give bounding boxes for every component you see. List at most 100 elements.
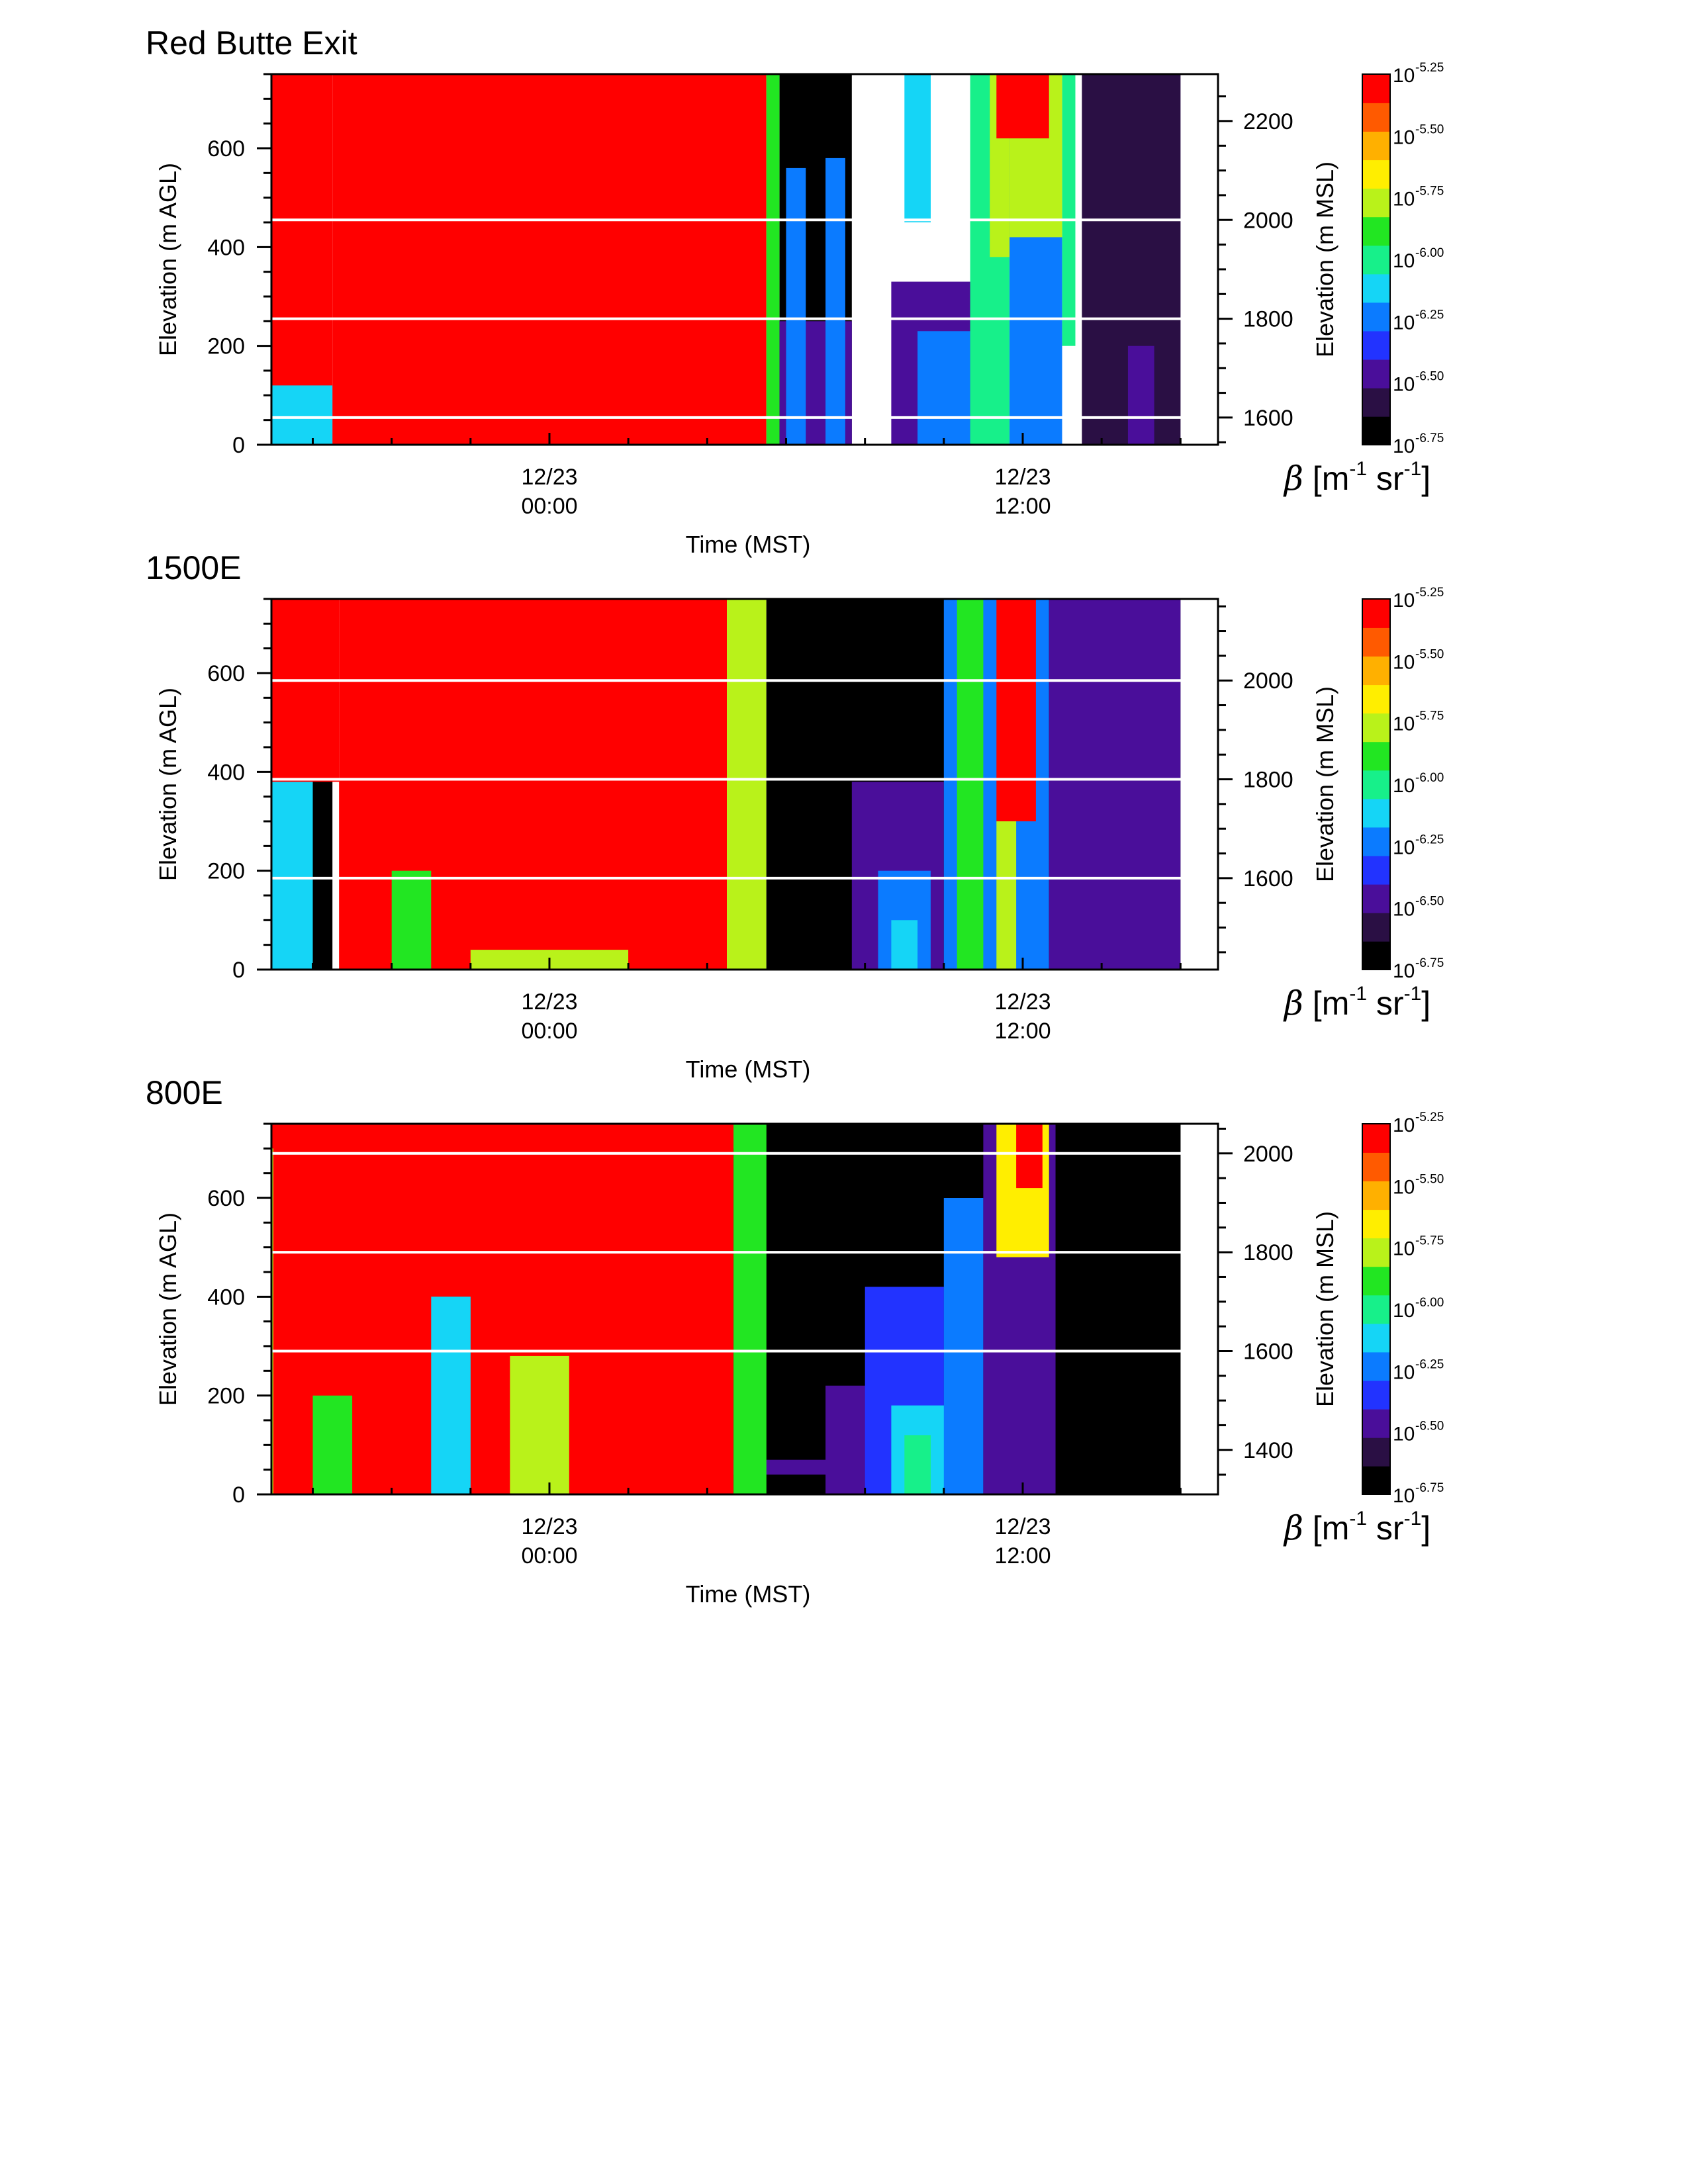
colorbar-tick-exponent: -6.75 bbox=[1415, 432, 1444, 445]
bottom-axis bbox=[312, 433, 1182, 445]
colorbar-swatch bbox=[1362, 627, 1390, 657]
unit-part: -1 bbox=[1404, 458, 1422, 480]
y2-tick-label: 1600 bbox=[1243, 866, 1293, 891]
y-tick-label: 0 bbox=[232, 1482, 245, 1508]
colorbar-swatch bbox=[1362, 1238, 1390, 1267]
x-tick-date: 12/23 bbox=[521, 989, 577, 1015]
colorbar-tick-exponent: -5.75 bbox=[1415, 185, 1444, 199]
bottom-axis bbox=[312, 1482, 1182, 1494]
colorbar-tick-exponent: -5.75 bbox=[1415, 709, 1444, 723]
colorbar-tick-label: 10 bbox=[1393, 1238, 1415, 1260]
colorbar-swatch bbox=[1362, 713, 1390, 743]
colorbar-tick-exponent: -6.25 bbox=[1415, 1357, 1444, 1371]
heatmap-cell bbox=[271, 385, 333, 445]
x-axis-label: Time (MST) bbox=[686, 531, 811, 558]
right-axis: 1400 1600 1800 2000 bbox=[1218, 1127, 1293, 1476]
y-tick-label: 600 bbox=[207, 1186, 245, 1211]
unit-part: -1 bbox=[1349, 1508, 1367, 1529]
panel-1500e: 1500E 0 200 400 600 1600 1800 2000 Elevation … bbox=[0, 549, 1444, 1083]
colorbar-swatch bbox=[1362, 855, 1390, 885]
colorbar-tick-label: 10 bbox=[1393, 899, 1415, 921]
colorbar-frame bbox=[1362, 598, 1391, 970]
x-axis-label: Time (MST) bbox=[686, 1056, 811, 1083]
colorbar-swatch bbox=[1362, 599, 1390, 628]
heatmap-cell bbox=[391, 870, 432, 970]
heatmap-cell bbox=[996, 821, 1017, 970]
heatmap-cell bbox=[36, 415, 234, 445]
unit-part: ] bbox=[1421, 985, 1430, 1022]
colorbar-swatch bbox=[1362, 1181, 1390, 1210]
y2-axis-label: Elevation (m MSL) bbox=[1311, 161, 1338, 357]
y-tick-label: 200 bbox=[207, 859, 245, 884]
y2-tick-label: 1600 bbox=[1243, 1339, 1293, 1364]
colorbar-tick-exponent: -5.50 bbox=[1415, 122, 1444, 136]
heatmap-cell bbox=[904, 74, 931, 222]
colorbar-swatch bbox=[1362, 74, 1390, 103]
colorbar-tick-exponent: -6.25 bbox=[1415, 308, 1444, 322]
heatmap-cell bbox=[1049, 599, 1181, 970]
heatmap-cell bbox=[271, 599, 340, 782]
colorbar-tick-label: 10 bbox=[1393, 1361, 1415, 1383]
x-tick-date: 12/23 bbox=[994, 989, 1051, 1015]
heatmap-cell bbox=[116, 74, 129, 445]
colorbar-swatch bbox=[1362, 940, 1390, 970]
heatmap-cell bbox=[727, 599, 767, 970]
heatmap-cell bbox=[733, 1124, 767, 1494]
colorbar-tick-label: 10 bbox=[1393, 65, 1415, 87]
panel-title: Red Butte Exit bbox=[146, 24, 357, 62]
beta-symbol: β bbox=[1283, 459, 1303, 498]
panel-title: 800E bbox=[146, 1074, 223, 1111]
x-tick-time: 12:00 bbox=[994, 1543, 1051, 1569]
right-axis: 1600 1800 2000 bbox=[1218, 605, 1293, 954]
x-tick-time: 12:00 bbox=[994, 494, 1051, 519]
colorbar-swatch bbox=[1362, 827, 1390, 856]
right-axis: 1600 1800 2000 2200 bbox=[1218, 95, 1293, 443]
colorbar-tick-exponent: -6.00 bbox=[1415, 771, 1444, 785]
colorbar-swatch bbox=[1362, 884, 1390, 913]
x-tick-date: 12/23 bbox=[521, 465, 577, 490]
colorbar-tick-exponent: -6.25 bbox=[1415, 833, 1444, 846]
colorbar-swatch bbox=[1362, 912, 1390, 942]
x-tick-time: 00:00 bbox=[521, 1543, 577, 1569]
unit-part: -1 bbox=[1404, 1508, 1422, 1529]
heatmap-cell bbox=[825, 158, 845, 445]
heatmap-cell bbox=[904, 1435, 931, 1494]
heatmap-cell bbox=[70, 1124, 89, 1494]
unit-part: [m bbox=[1303, 985, 1349, 1022]
reference-lines bbox=[271, 679, 1218, 880]
heatmap-cell bbox=[891, 920, 918, 970]
colorbar-tick-exponent: -5.25 bbox=[1415, 61, 1444, 75]
x-tick-time: 00:00 bbox=[521, 494, 577, 519]
x-tick-time: 12:00 bbox=[994, 1019, 1051, 1044]
colorbar-swatch bbox=[1362, 656, 1390, 686]
colorbar-swatch bbox=[1362, 1465, 1390, 1495]
colorbar-tick-exponent: -6.75 bbox=[1415, 1481, 1444, 1495]
heatmap-cell bbox=[510, 1355, 569, 1494]
heatmap-cell bbox=[1062, 74, 1076, 346]
colorbar-tick-label: 10 bbox=[1393, 1485, 1415, 1507]
heatmap-cell bbox=[996, 74, 1049, 139]
heatmap-cell bbox=[431, 1297, 471, 1494]
heatmap-cell bbox=[109, 74, 116, 445]
unit-part: [m bbox=[1303, 460, 1349, 497]
heatmap-cell bbox=[996, 599, 1036, 821]
colorbar-swatch bbox=[1362, 1209, 1390, 1239]
colorbar-tick-label: 10 bbox=[1393, 250, 1415, 272]
bottom-axis bbox=[312, 958, 1182, 970]
heatmap-cell bbox=[0, 321, 56, 445]
y2-axis-label: Elevation (m MSL) bbox=[1311, 1211, 1338, 1407]
heatmap-cell bbox=[0, 782, 234, 970]
colorbar-tick-label: 10 bbox=[1393, 1300, 1415, 1322]
y-tick-label: 400 bbox=[207, 760, 245, 785]
unit-part: -1 bbox=[1349, 458, 1367, 480]
heatmap-cell bbox=[766, 74, 780, 445]
heatmap-cell bbox=[103, 599, 116, 970]
colorbar-tick-exponent: -6.75 bbox=[1415, 956, 1444, 970]
heatmap-cell bbox=[1055, 1124, 1181, 1494]
heatmap-cell bbox=[70, 74, 89, 445]
y2-tick-label: 2200 bbox=[1243, 109, 1293, 134]
y2-tick-label: 1800 bbox=[1243, 768, 1293, 793]
y2-tick-label: 1400 bbox=[1243, 1438, 1293, 1463]
